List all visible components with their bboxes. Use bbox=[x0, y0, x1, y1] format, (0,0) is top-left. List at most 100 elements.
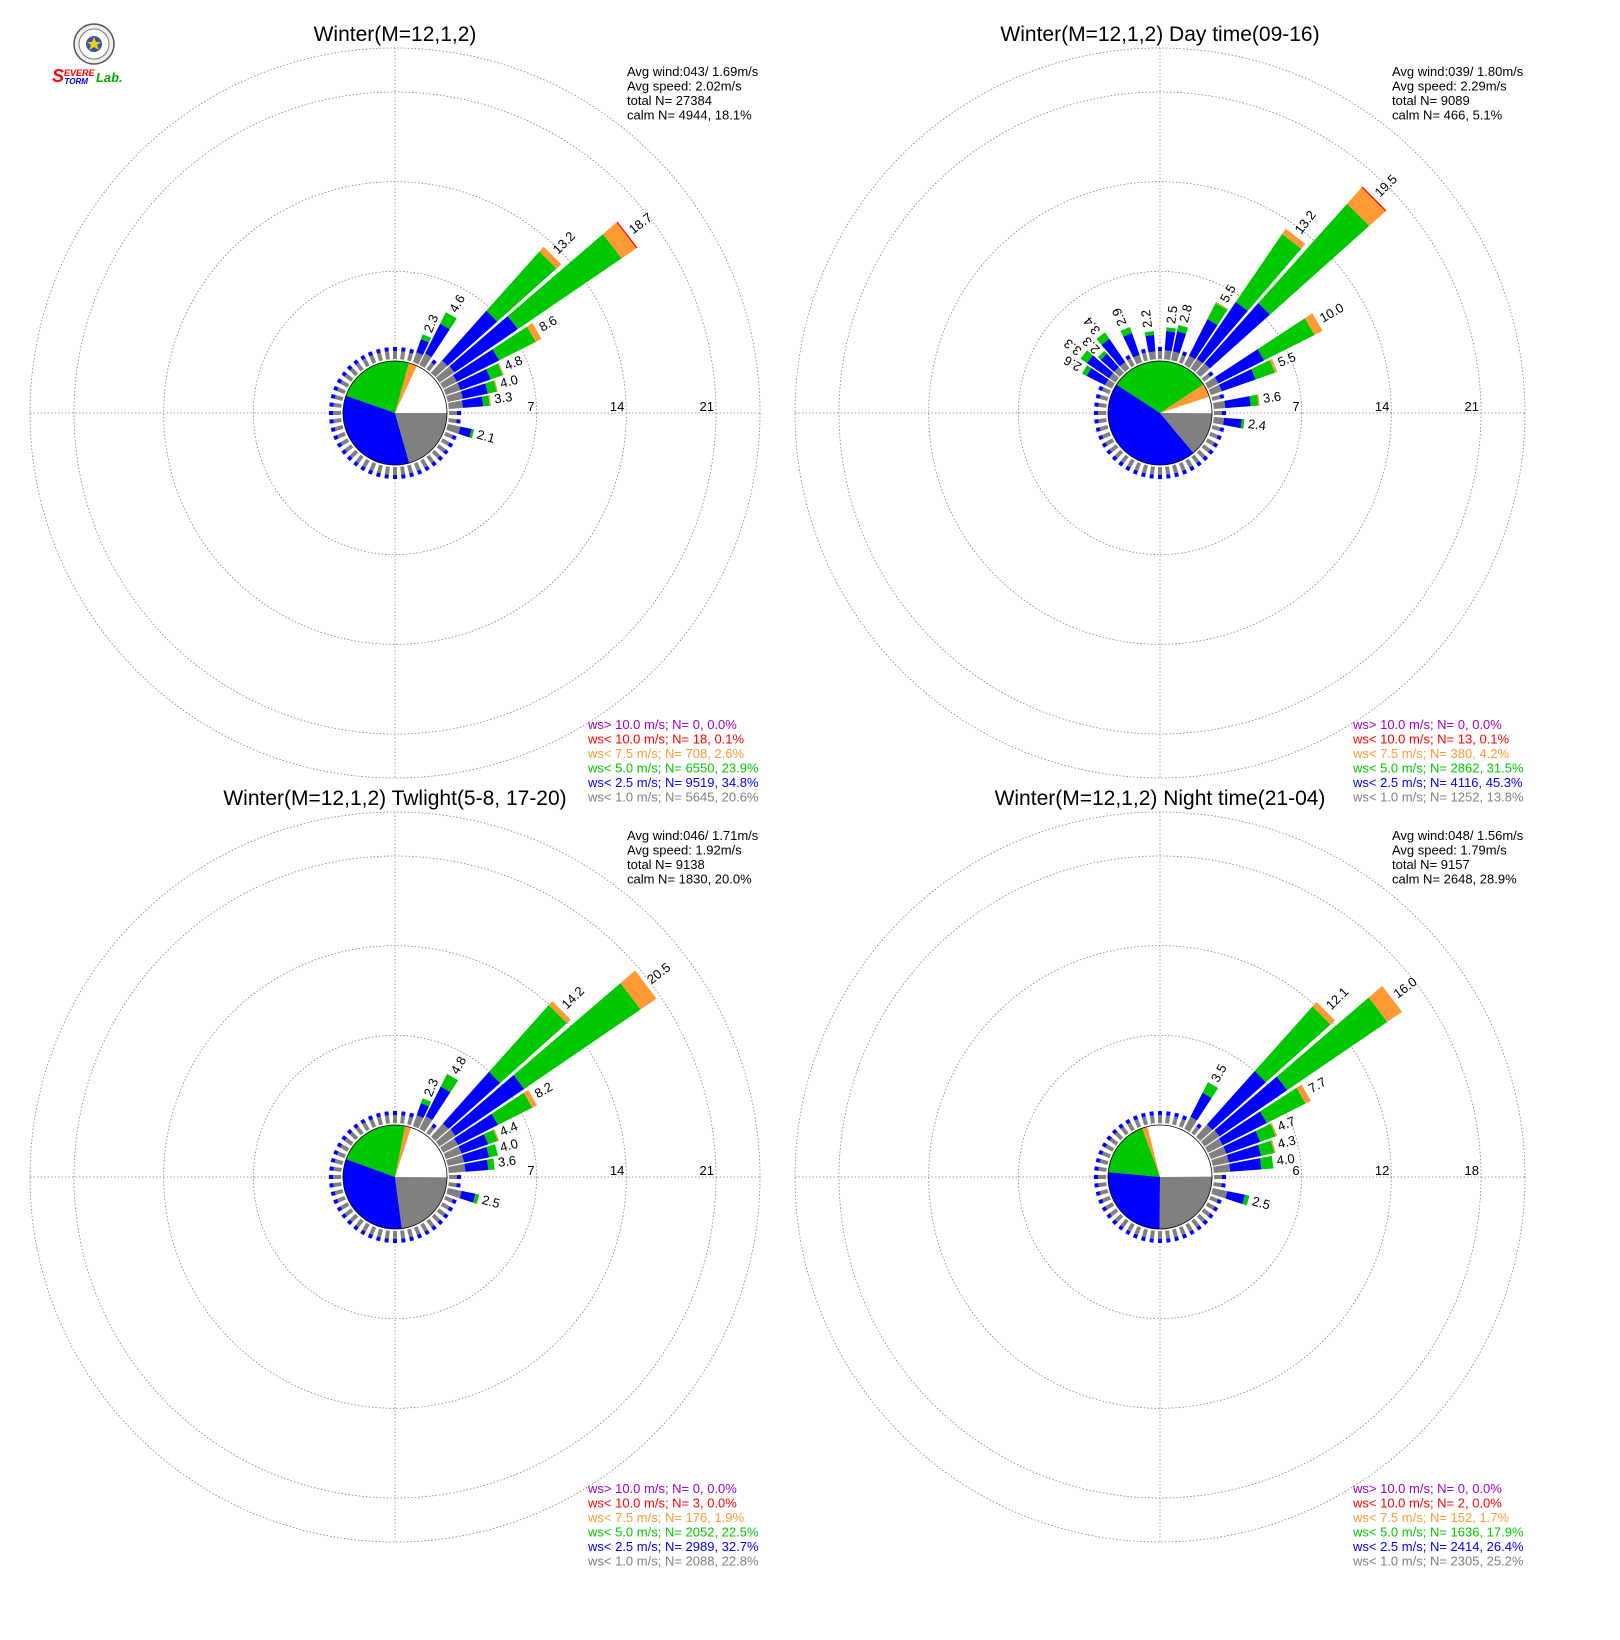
minor-petal bbox=[424, 1229, 430, 1236]
petal-segment bbox=[1214, 349, 1265, 384]
petal-segment bbox=[1296, 1084, 1311, 1104]
minor-petal bbox=[1098, 1149, 1104, 1156]
legend-entry: ws< 1.0 m/s; N= 2305, 25.2% bbox=[1352, 1554, 1524, 1569]
minor-petal bbox=[1098, 434, 1104, 441]
petal-label: 2.1 bbox=[475, 427, 496, 446]
minor-petal bbox=[1189, 465, 1195, 472]
minor-petal bbox=[1178, 462, 1186, 472]
minor-petal bbox=[1120, 1218, 1129, 1228]
minor-petal bbox=[333, 1182, 342, 1188]
petal-segment bbox=[462, 1146, 490, 1163]
ring-label: 14 bbox=[1375, 399, 1389, 414]
minor-petal bbox=[384, 1115, 390, 1124]
petal-label: 3.3 bbox=[493, 389, 513, 406]
minor-petal bbox=[340, 1144, 350, 1152]
ring-label: 7 bbox=[527, 399, 534, 414]
legend-entry: ws> 10.0 m/s; N= 0, 0.0% bbox=[1352, 717, 1502, 732]
ring-label: 7 bbox=[527, 1163, 534, 1178]
minor-petal bbox=[1178, 354, 1186, 364]
petal-label: 4.0 bbox=[1276, 1151, 1296, 1168]
minor-petal bbox=[353, 1123, 359, 1130]
minor-petal bbox=[333, 402, 342, 408]
minor-petal bbox=[336, 1142, 343, 1148]
minor-petal bbox=[1140, 1112, 1146, 1118]
minor-petal bbox=[367, 351, 374, 357]
petal-segment bbox=[523, 1089, 537, 1108]
windrose-panel-4: 6 12 18 3.5 12.1 16.0 7.7 4.74.34.0 2.5 Winter(M=… bbox=[794, 787, 1526, 1569]
calm-pie-slice bbox=[1107, 384, 1194, 466]
minor-petal bbox=[1094, 402, 1099, 407]
minor-petal bbox=[329, 419, 334, 424]
minor-petal bbox=[1140, 1236, 1146, 1242]
petal-segment bbox=[1361, 186, 1387, 212]
minor-petal bbox=[329, 402, 334, 407]
petal-segment bbox=[473, 1193, 480, 1204]
minor-petal bbox=[1125, 465, 1131, 472]
minor-petal bbox=[330, 1157, 336, 1163]
stats-line: Avg wind:048/ 1.56m/s bbox=[1392, 828, 1524, 843]
petal-segment bbox=[486, 1144, 499, 1158]
logo-lab: Lab. bbox=[95, 70, 123, 85]
minor-petal bbox=[1125, 354, 1131, 361]
petal-segment bbox=[1145, 334, 1156, 353]
minor-petal bbox=[346, 1128, 353, 1135]
minor-petal bbox=[1125, 1229, 1131, 1236]
petal-label: 4.8 bbox=[447, 1054, 469, 1077]
minor-petal bbox=[409, 472, 415, 478]
petal-segment bbox=[1260, 1087, 1306, 1124]
minor-petal bbox=[431, 449, 441, 459]
petal-segment bbox=[486, 251, 557, 322]
minor-petal bbox=[340, 438, 350, 446]
petal-segment bbox=[1184, 1116, 1197, 1132]
stats-line: total N= 27384 bbox=[627, 93, 712, 108]
minor-petal bbox=[1106, 1213, 1113, 1219]
petal-segment bbox=[1164, 331, 1176, 352]
stats-line: calm N= 466, 5.1% bbox=[1392, 108, 1503, 123]
minor-petal bbox=[344, 1137, 354, 1146]
ring-label: 21 bbox=[1465, 399, 1479, 414]
minor-petal bbox=[1205, 1202, 1215, 1210]
minor-petal bbox=[1134, 462, 1142, 472]
calm-pie-slice bbox=[1108, 1172, 1160, 1229]
minor-petal bbox=[349, 1213, 359, 1223]
petal-segment bbox=[1086, 368, 1109, 386]
ring-label: 7 bbox=[1292, 399, 1299, 414]
petal-segment bbox=[416, 1103, 429, 1118]
petal-segment bbox=[1258, 1140, 1275, 1156]
calm-circle bbox=[1107, 360, 1213, 466]
minor-petal bbox=[377, 352, 383, 362]
petal-segment bbox=[1114, 367, 1125, 378]
minor-petal bbox=[1174, 1236, 1180, 1242]
petal-segment bbox=[1148, 351, 1156, 360]
minor-petal bbox=[1196, 460, 1202, 467]
petal-segment bbox=[412, 1115, 424, 1129]
ring-label: 18 bbox=[1465, 1163, 1479, 1178]
chart-title: Winter(M=12,1,2) Day time(09-16) bbox=[1000, 23, 1319, 46]
petal-segment bbox=[1270, 1140, 1276, 1154]
minor-petal bbox=[1140, 348, 1146, 354]
ring-label: 12 bbox=[1375, 1163, 1389, 1178]
legend-entry: ws< 2.5 m/s; N= 4116, 45.3% bbox=[1352, 775, 1523, 790]
minor-petal bbox=[341, 449, 348, 455]
legend-entry: ws> 10.0 m/s; N= 0, 0.0% bbox=[587, 1481, 737, 1496]
petal-segment bbox=[1213, 417, 1225, 425]
petal-segment bbox=[1184, 355, 1196, 368]
stats-line: Avg speed: 2.29m/s bbox=[1392, 79, 1507, 94]
lab-seal-icon bbox=[73, 23, 115, 65]
petal-segment bbox=[1096, 332, 1110, 345]
minor-petal bbox=[1142, 1228, 1148, 1238]
petal-segment bbox=[442, 1071, 501, 1130]
minor-petal bbox=[353, 1224, 359, 1231]
petal-segment bbox=[513, 983, 641, 1089]
petal-segment bbox=[548, 1001, 571, 1024]
ring-label: 21 bbox=[700, 1163, 714, 1178]
petal-segment bbox=[1276, 997, 1388, 1091]
petal-segment bbox=[461, 396, 484, 408]
legend-entry: ws< 7.5 m/s; N= 380, 4.2% bbox=[1352, 746, 1510, 761]
chart-title: Winter(M=12,1,2) Night time(21-04) bbox=[995, 787, 1326, 810]
minor-petal bbox=[1165, 466, 1171, 475]
petal-segment bbox=[1119, 362, 1130, 373]
stats-line: Avg speed: 1.79m/s bbox=[1392, 843, 1507, 858]
minor-petal bbox=[1212, 1206, 1219, 1212]
minor-petal bbox=[426, 1126, 435, 1136]
